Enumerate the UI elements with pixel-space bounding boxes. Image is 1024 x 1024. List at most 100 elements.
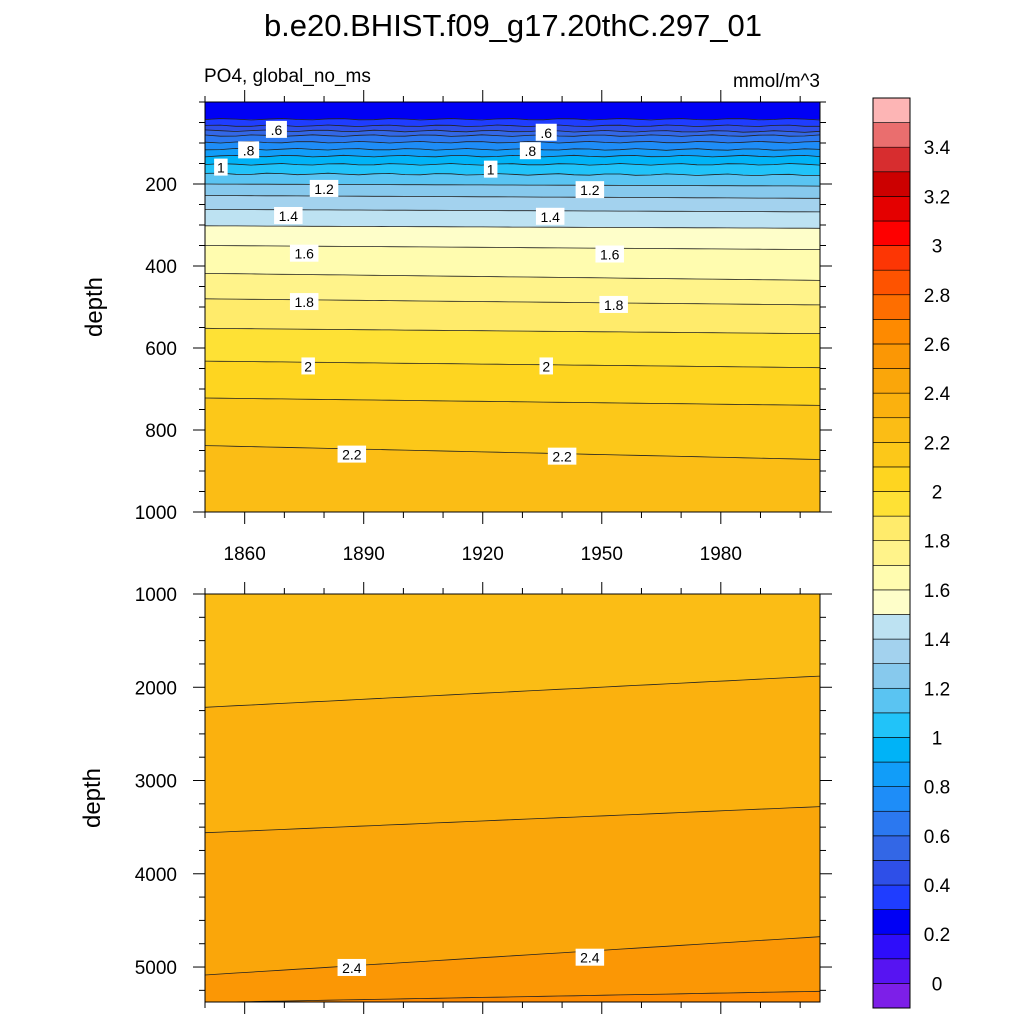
upper-contour-fills bbox=[205, 102, 820, 512]
colorbar-swatch bbox=[872, 417, 911, 443]
colorbar-tick-label: 2.4 bbox=[924, 384, 951, 405]
lower-frame bbox=[204, 593, 821, 1003]
lower-contour-label-box bbox=[575, 948, 605, 966]
units-label: mmol/m^3 bbox=[733, 71, 820, 92]
upper-contour-line bbox=[205, 209, 820, 213]
colorbar-tick-label: 2 bbox=[932, 483, 943, 504]
upper-fill-band bbox=[205, 445, 820, 512]
lower-y-tick-label: 3000 bbox=[135, 772, 177, 793]
upper-contour-line bbox=[205, 147, 820, 151]
colorbar-swatch bbox=[872, 614, 911, 640]
lower-contour-label-box bbox=[337, 958, 367, 976]
colorbar-swatch bbox=[872, 171, 911, 197]
upper-contour-label: 2 bbox=[542, 358, 550, 374]
upper-contour-label-box bbox=[289, 293, 319, 311]
colorbar-tick-label: 1.6 bbox=[924, 581, 950, 602]
colorbar-swatch bbox=[872, 638, 911, 664]
upper-contour-label-box bbox=[599, 295, 628, 313]
upper-contour-label: .8 bbox=[243, 142, 255, 158]
upper-contour-label-box bbox=[274, 206, 303, 224]
colorbar-tick-label: 1.2 bbox=[924, 679, 950, 700]
upper-x-tick-label: 1950 bbox=[581, 544, 623, 565]
upper-contour-label: 1.6 bbox=[294, 246, 314, 262]
variable-label: PO4, global_no_ms bbox=[204, 66, 371, 87]
upper-contour-label: 1.8 bbox=[604, 297, 624, 313]
colorbar-swatch bbox=[872, 712, 911, 738]
lower-y-tick-label: 5000 bbox=[135, 958, 177, 979]
upper-x-tick-label: 1890 bbox=[343, 544, 385, 565]
colorbar-tick-label: 0.6 bbox=[924, 827, 950, 848]
colorbar-tick-label: 0 bbox=[932, 974, 943, 995]
upper-contour-label-box bbox=[309, 179, 339, 197]
colorbar-swatch bbox=[872, 564, 911, 591]
upper-contour-label: .8 bbox=[525, 143, 537, 159]
upper-contour-label-box bbox=[595, 245, 624, 263]
colorbar-swatch bbox=[872, 663, 911, 689]
colorbar-swatch bbox=[872, 368, 911, 394]
colorbar-tick-label: 0.2 bbox=[924, 925, 950, 946]
upper-y-tick-label: 800 bbox=[145, 421, 177, 442]
colorbar-swatch bbox=[872, 319, 911, 345]
upper-y-tick-label: 200 bbox=[145, 175, 177, 196]
colorbar-swatch bbox=[872, 835, 911, 861]
colorbar-tick-label: 2.2 bbox=[924, 433, 950, 454]
upper-contour-line bbox=[205, 445, 820, 460]
colorbar-frame bbox=[872, 97, 911, 1009]
colorbar-swatch bbox=[872, 466, 911, 492]
upper-y-axis-label: depth bbox=[81, 277, 108, 337]
colorbar-swatch bbox=[872, 343, 911, 369]
upper-x-tick-label: 1920 bbox=[462, 544, 504, 565]
upper-contour-label: 1.2 bbox=[580, 182, 600, 198]
upper-contour-line bbox=[205, 129, 820, 133]
upper-contour-line bbox=[205, 154, 820, 158]
lower-y-tick-label: 2000 bbox=[135, 678, 177, 699]
colorbar-tick-label: 1.4 bbox=[924, 630, 951, 651]
upper-contour-label: 2 bbox=[304, 358, 312, 374]
upper-panel: .6.6.8.81 11.2 1.21.4 1.41.6 1.61.8 1.82 22.2 2… bbox=[135, 90, 832, 565]
lower-contour-fills bbox=[205, 594, 820, 1002]
colorbar-swatch bbox=[872, 97, 911, 123]
upper-contour-label-box bbox=[289, 244, 319, 262]
upper-contour-label: 2.2 bbox=[342, 447, 362, 463]
colorbar-tick-label: 0.8 bbox=[924, 778, 950, 799]
colorbar-swatch bbox=[872, 196, 911, 222]
upper-contour-label: .6 bbox=[271, 122, 283, 138]
colorbar-tick-label: 3 bbox=[932, 237, 943, 258]
upper-contour-line bbox=[205, 327, 820, 334]
colorbar-tick-label: 1 bbox=[932, 728, 943, 749]
colorbar-tick-label: 2.6 bbox=[924, 335, 950, 356]
colorbar-swatch bbox=[872, 491, 911, 517]
upper-y-tick-label: 600 bbox=[145, 339, 177, 360]
upper-contour-label: 2.2 bbox=[552, 449, 572, 465]
colorbar-swatch bbox=[872, 983, 911, 1009]
upper-y-tick-label: 400 bbox=[145, 257, 177, 278]
upper-contour-label-box bbox=[301, 357, 315, 375]
colorbar-swatch bbox=[872, 810, 911, 837]
upper-contour-line bbox=[205, 397, 820, 406]
lower-contour-line bbox=[205, 936, 820, 976]
colorbar-swatch bbox=[872, 589, 911, 615]
colorbar-tick-label: 0.4 bbox=[924, 876, 951, 897]
upper-contour-label-box bbox=[337, 445, 367, 463]
lower-contour-line bbox=[205, 806, 820, 834]
upper-contour-label-box bbox=[483, 160, 498, 178]
colorbar-swatch bbox=[872, 958, 911, 984]
upper-contour-line bbox=[205, 134, 820, 137]
upper-contour-label-box bbox=[519, 142, 541, 160]
upper-contour-label-box bbox=[575, 181, 605, 199]
lower-y-tick-label: 4000 bbox=[135, 865, 177, 886]
upper-contour-line bbox=[205, 195, 820, 199]
upper-x-tick-label: 1980 bbox=[700, 544, 742, 565]
upper-y-tick-label: 1000 bbox=[135, 503, 177, 524]
colorbar-swatch bbox=[872, 909, 911, 935]
colorbar-tick-label: 1.8 bbox=[924, 532, 950, 553]
lower-y-tick-label: 1000 bbox=[135, 585, 177, 606]
colorbar-swatch bbox=[872, 786, 911, 812]
upper-contour-line bbox=[205, 225, 820, 229]
lower-contour-line bbox=[205, 675, 820, 708]
upper-contour-label: 1 bbox=[217, 160, 225, 176]
upper-contour-line bbox=[205, 183, 820, 187]
upper-contour-line bbox=[205, 140, 820, 144]
colorbar-swatch bbox=[872, 442, 911, 468]
